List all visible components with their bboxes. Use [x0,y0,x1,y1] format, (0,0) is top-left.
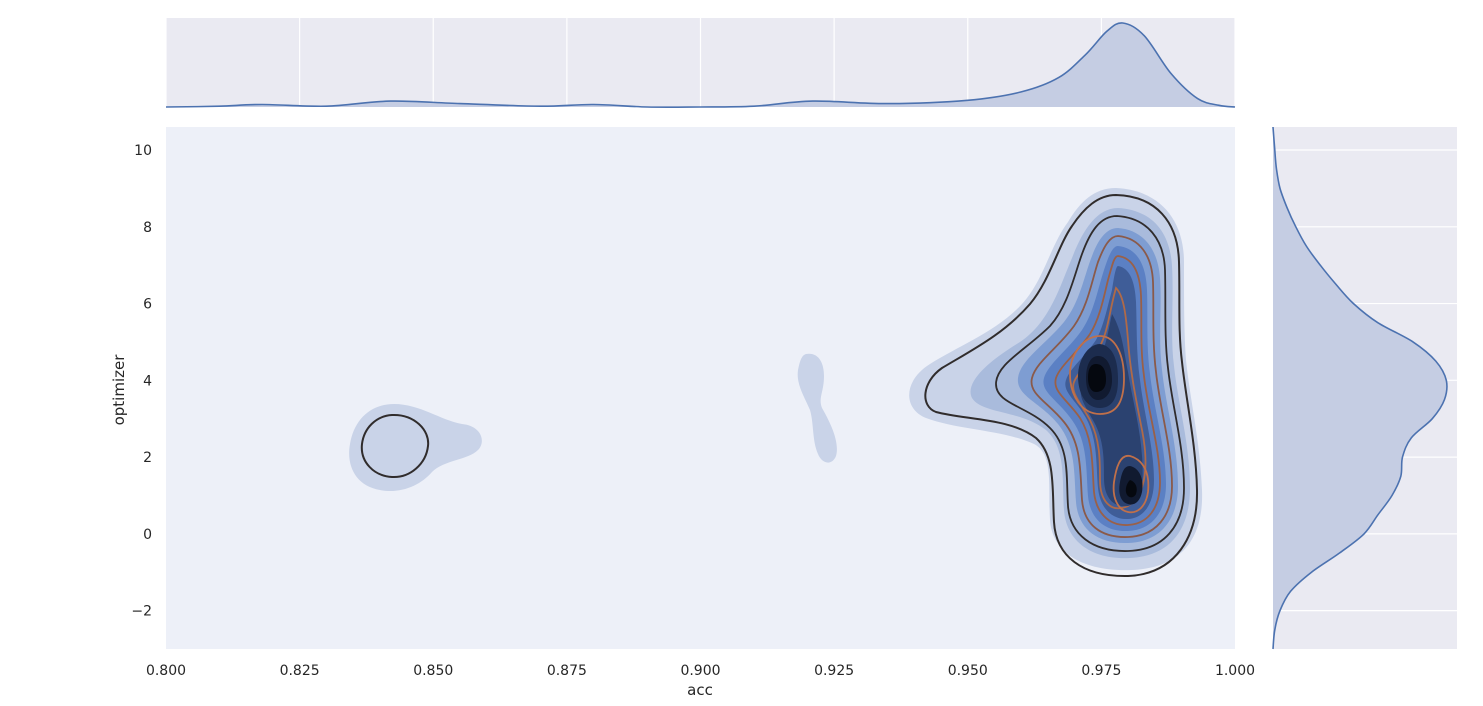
y-tick-label: 2 [143,450,152,466]
x-tick-label: 1.000 [1215,663,1255,679]
y-tick-label: 8 [143,220,152,236]
x-tick-label: 0.825 [280,663,320,679]
kde-fill-middle [797,353,837,463]
contour-line-orange-1 [1030,235,1173,538]
kde-peak-upper [1088,364,1106,392]
contour-line-orange-5 [1112,455,1150,514]
y-tick-labels: −2 0 2 4 6 8 10 [131,143,152,620]
kde-fill-left [349,404,482,492]
marginal-x-density-line [165,22,1236,109]
x-tick-label: 0.800 [146,663,186,679]
joint-panel [166,127,1235,649]
marginal-y-density-fill [1273,127,1447,649]
y-tick-label: 4 [143,373,152,389]
contour-line-orange-2 [1054,255,1161,526]
y-tick-label: 0 [143,527,152,543]
kde-region-main [909,188,1203,578]
marginal-x-panel [165,18,1236,109]
x-tick-label: 0.950 [948,663,988,679]
marginal-x-gridlines [165,18,1236,107]
x-tick-label: 0.875 [547,663,587,679]
y-tick-label: 10 [134,143,152,159]
kde-peak-lower [1125,480,1137,498]
kde-region-left [349,404,482,492]
contour-line-dark-outer [924,193,1199,578]
y-axis-label: optimizer [110,354,128,426]
contour-line-orange-4 [1069,335,1125,415]
marginal-x-density-fill [166,22,1235,108]
contour-line-left [360,413,430,479]
contour-line-dark-2 [995,215,1185,552]
x-tick-label: 0.850 [413,663,453,679]
marginal-y-panel [1272,126,1457,650]
y-tick-label: −2 [131,604,152,620]
x-tick-labels: 0.800 0.825 0.850 0.875 0.900 0.925 0.950 0.975… [146,663,1255,679]
x-tick-label: 0.975 [1081,663,1121,679]
x-tick-label: 0.925 [814,663,854,679]
marginal-y-density-line [1272,126,1448,650]
x-tick-label: 0.900 [680,663,720,679]
x-axis-label: acc [687,681,713,699]
y-tick-label: 6 [143,297,152,313]
kde-region-middle [797,353,837,463]
